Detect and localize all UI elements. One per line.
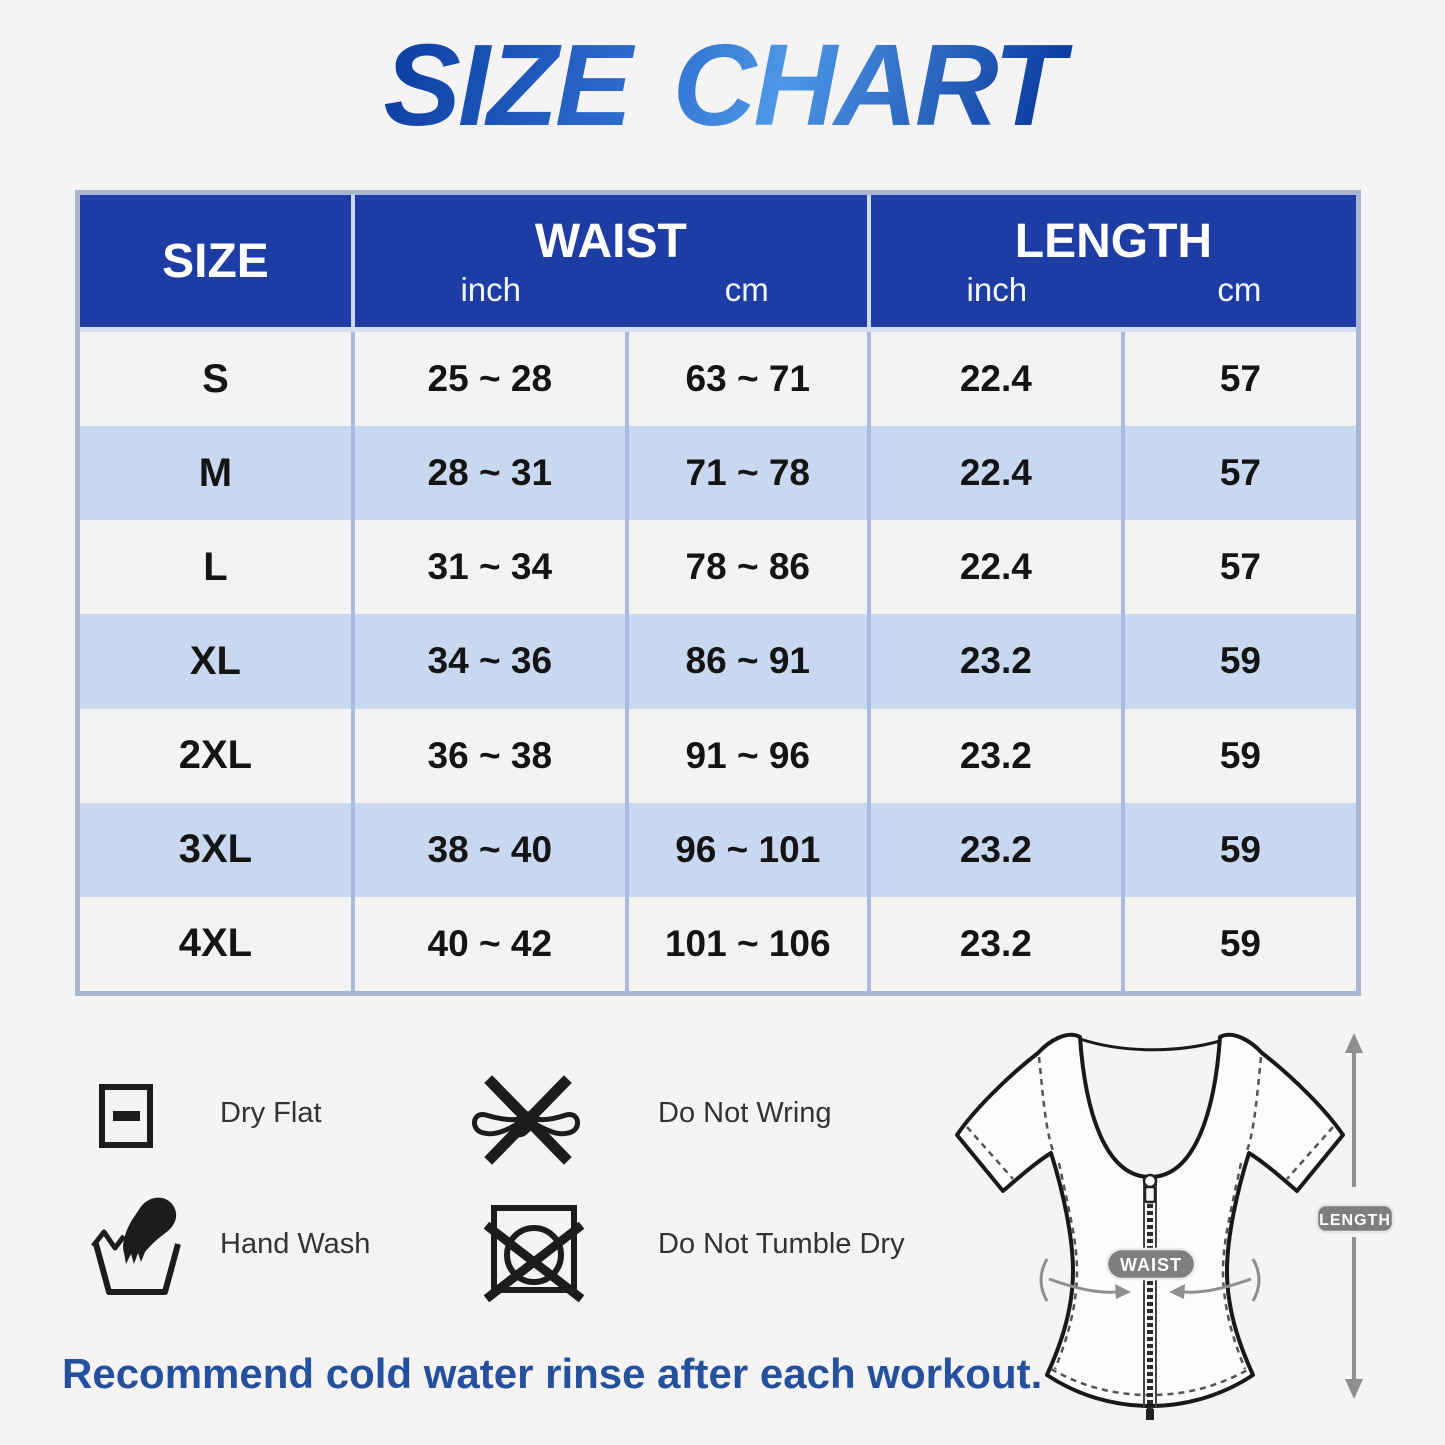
page-title: SIZE CHART [0,18,1445,152]
cell-length-cm: 59 [1120,708,1356,803]
cell-waist-inch: 38 ~ 40 [350,802,625,897]
do-not-wring-icon [472,1075,580,1165]
header-waist-inch: inch [460,271,521,308]
cell-length-inch: 23.2 [866,802,1121,897]
table-header: SIZE WAIST inch cm LENGTH inch cm [80,195,1356,332]
cell-waist-inch: 28 ~ 31 [350,426,625,521]
table-row: L 31 ~ 34 78 ~ 86 22.4 57 [80,520,1356,615]
header-length: LENGTH [1014,215,1213,268]
cell-length-cm: 57 [1120,520,1356,615]
table-row: 4XL 40 ~ 42 101 ~ 106 23.2 59 [80,896,1356,991]
cell-size: 4XL [178,921,253,966]
cell-size: 2XL [178,733,253,778]
header-waist-cm: cm [724,271,769,308]
table-row: 3XL 38 ~ 40 96 ~ 101 23.2 59 [80,802,1356,897]
back-neckline-line [1079,1037,1221,1052]
hand-wash-icon [91,1197,181,1295]
dry-flat-icon [99,1084,153,1148]
footer-note: Recommend cold water rinse after each wo… [62,1350,1043,1397]
cell-length-cm: 59 [1120,614,1356,709]
do-not-tumble-dry-icon [483,1205,585,1302]
cell-length-inch: 22.4 [866,332,1121,427]
cell-size: L [203,544,228,589]
cell-waist-cm: 63 ~ 71 [624,332,867,427]
cell-size: M [198,450,233,495]
cell-length-inch: 23.2 [866,708,1121,803]
table-row: 2XL 36 ~ 38 91 ~ 96 23.2 59 [80,708,1356,803]
cell-length-inch: 22.4 [866,520,1121,615]
table-row: M 28 ~ 31 71 ~ 78 22.4 57 [80,426,1356,521]
length-indicator: LENGTH [1315,1033,1395,1399]
care-label: Do Not Wring [658,1097,832,1129]
header-waist-group: WAIST inch cm [350,195,867,327]
header-length-cm: cm [1217,271,1262,308]
cell-waist-inch: 34 ~ 36 [350,614,625,709]
cell-waist-inch: 36 ~ 38 [350,708,625,803]
cell-size: S [202,356,229,401]
table-body: S 25 ~ 28 63 ~ 71 22.4 57 M 28 ~ 31 71 ~… [80,332,1356,991]
cell-length-cm: 59 [1120,802,1356,897]
zipper [1142,1173,1158,1420]
care-label: Dry Flat [220,1097,322,1129]
cell-waist-inch: 25 ~ 28 [350,332,625,427]
cell-waist-cm: 78 ~ 86 [624,520,867,615]
header-size: SIZE [162,234,269,288]
header-waist: WAIST [534,215,687,268]
table-row: XL 34 ~ 36 86 ~ 91 23.2 59 [80,614,1356,709]
cell-waist-inch: 40 ~ 42 [350,896,625,991]
table-row: S 25 ~ 28 63 ~ 71 22.4 57 [80,332,1356,427]
cell-length-cm: 57 [1120,332,1356,427]
cell-waist-cm: 101 ~ 106 [624,896,867,991]
cell-length-inch: 23.2 [866,896,1121,991]
cell-length-cm: 57 [1120,426,1356,521]
cell-length-inch: 22.4 [866,426,1121,521]
cell-size: 3XL [178,827,253,872]
cell-length-inch: 23.2 [866,614,1121,709]
length-badge [1315,1203,1395,1234]
length-badge-label: LENGTH [1319,1212,1391,1229]
cell-waist-cm: 91 ~ 96 [624,708,867,803]
cell-waist-cm: 86 ~ 91 [624,614,867,709]
care-label: Do Not Tumble Dry [658,1228,905,1260]
waist-badge [1105,1247,1197,1281]
cell-waist-inch: 31 ~ 34 [350,520,625,615]
header-length-group: LENGTH inch cm [866,195,1356,327]
waist-badge-label: WAIST [1120,1255,1182,1275]
size-chart-table: SIZE WAIST inch cm LENGTH inch cm S 25 ~… [75,190,1361,996]
care-label: Hand Wash [220,1228,371,1260]
waist-indicator: WAIST [1039,1247,1261,1302]
garment-diagram: WAIST LENGTH [955,1032,1395,1420]
cell-waist-cm: 71 ~ 78 [624,426,867,521]
cell-length-cm: 59 [1120,896,1356,991]
cell-size: XL [189,638,241,683]
header-length-inch: inch [966,271,1028,308]
cell-waist-cm: 96 ~ 101 [624,802,867,897]
